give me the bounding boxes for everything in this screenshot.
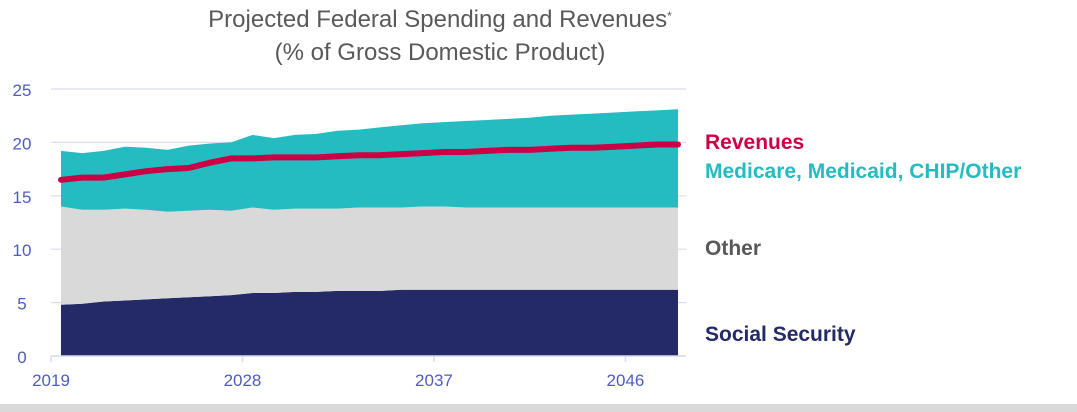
- legend-item-social-security: Social Security: [705, 322, 856, 346]
- x-tick-label: 2046: [607, 371, 645, 390]
- y-tick-label: 0: [17, 348, 26, 367]
- y-tick-label: 20: [13, 134, 32, 153]
- footer-divider: [0, 404, 1077, 412]
- y-tick-label: 15: [13, 188, 32, 207]
- x-tick-label: 2028: [224, 371, 262, 390]
- title-footnote-marker: *: [667, 9, 672, 23]
- x-tick-label: 2019: [32, 371, 70, 390]
- y-tick-label: 25: [13, 81, 32, 100]
- legend-item-medicare-medicaid-chip-other: Medicare, Medicaid, CHIP/Other: [705, 160, 1022, 184]
- area-other: [61, 206, 678, 305]
- y-tick-label: 10: [13, 241, 32, 260]
- chart-title: Projected Federal Spending and Revenues*: [150, 5, 730, 35]
- x-tick-label: 2037: [415, 371, 453, 390]
- chart-title-text: Projected Federal Spending and Revenues: [208, 6, 668, 33]
- area-social-security: [61, 289, 678, 356]
- legend-item-other: Other: [705, 237, 762, 261]
- legend-item-revenues: Revenues: [705, 130, 805, 154]
- y-tick-label: 5: [17, 295, 26, 314]
- chart-subtitle: (% of Gross Domestic Product): [274, 39, 606, 66]
- line-revenues: [58, 141, 681, 183]
- area-medicare-medicaid-chip-other: [61, 109, 678, 212]
